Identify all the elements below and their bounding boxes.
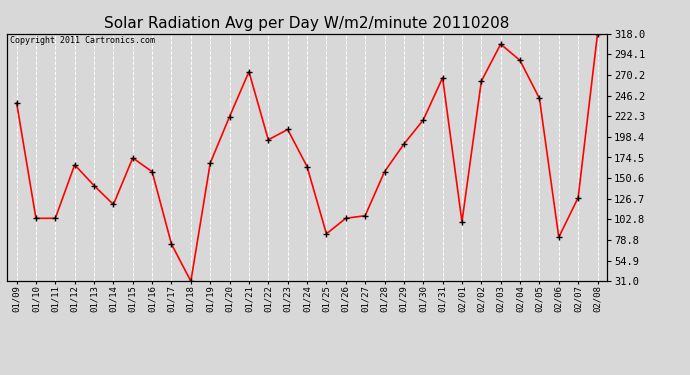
- Title: Solar Radiation Avg per Day W/m2/minute 20110208: Solar Radiation Avg per Day W/m2/minute …: [104, 16, 510, 31]
- Text: Copyright 2011 Cartronics.com: Copyright 2011 Cartronics.com: [10, 36, 155, 45]
